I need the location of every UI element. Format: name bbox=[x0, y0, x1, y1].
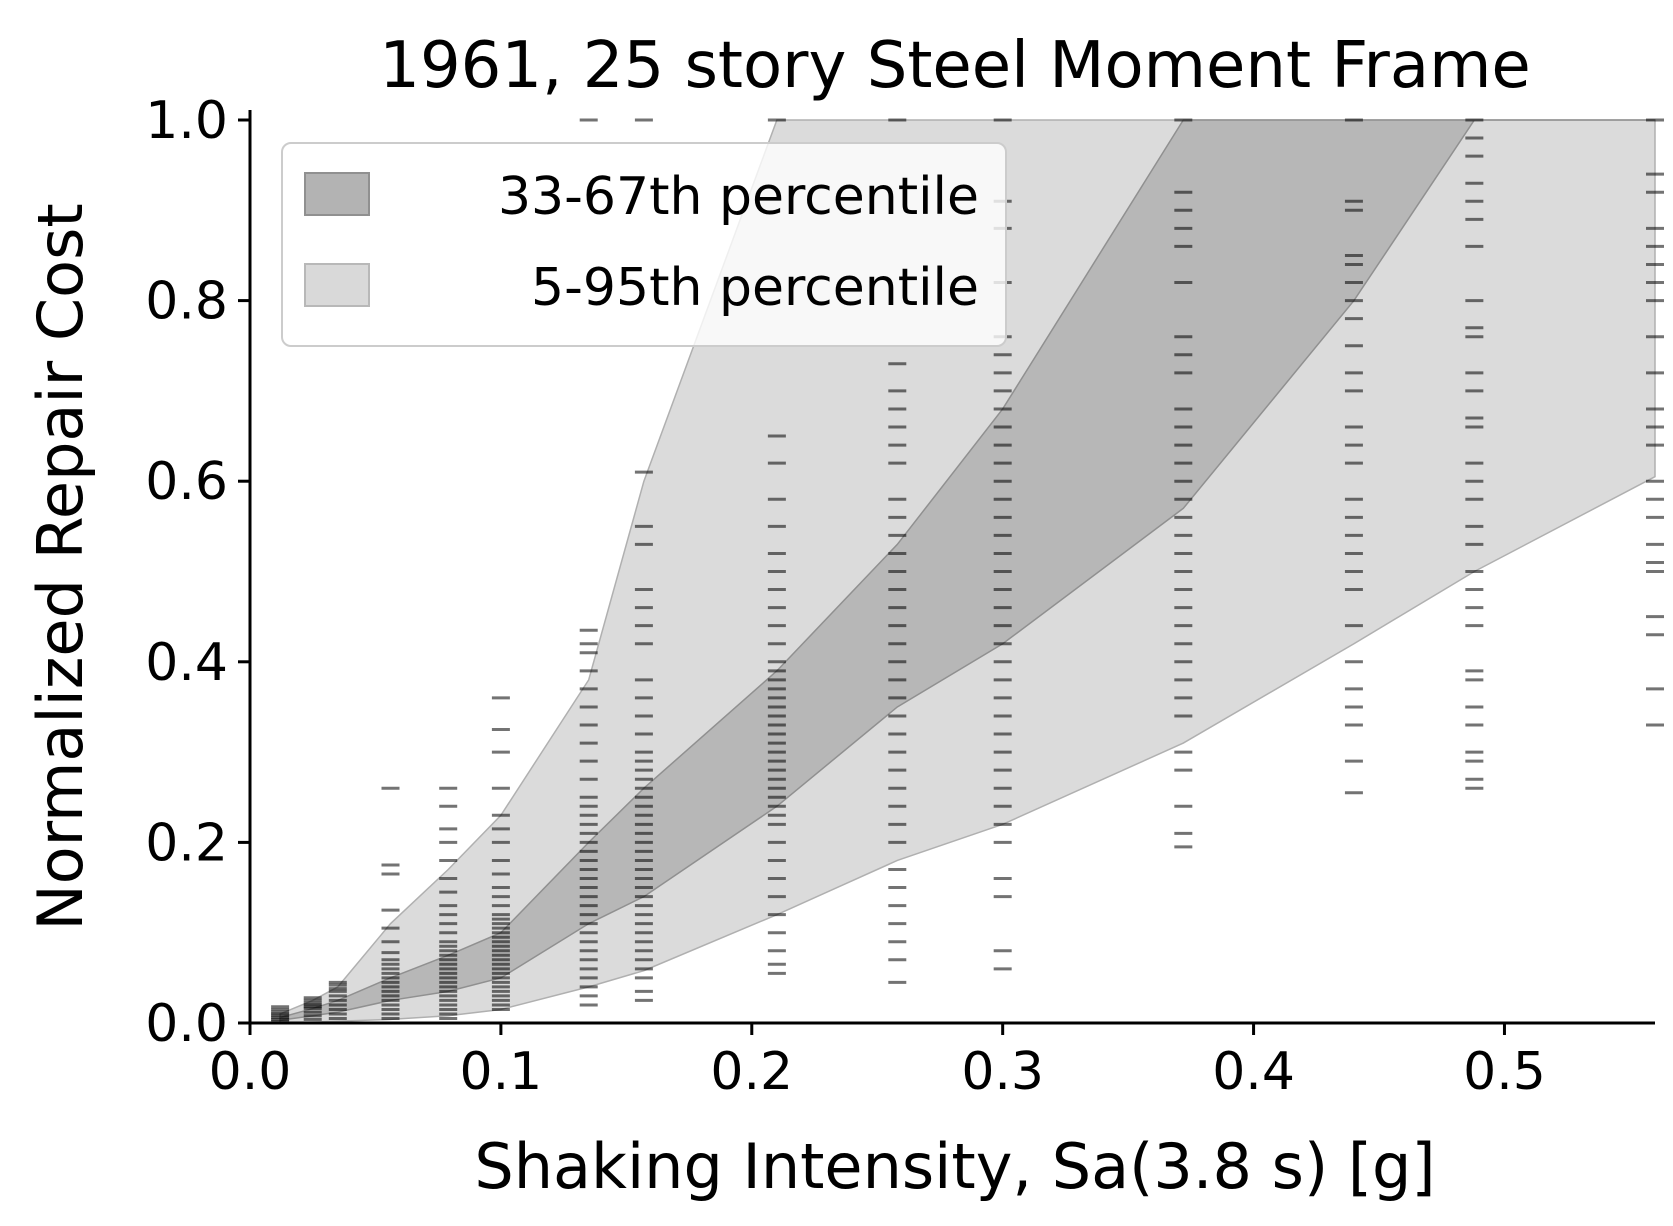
x-tick-label: 0.3 bbox=[961, 1042, 1044, 1102]
x-ticks: 0.0 0.1 0.2 0.3 0.4 0.5 bbox=[209, 1023, 1546, 1102]
sample-column bbox=[579, 118, 598, 1007]
sample-column bbox=[767, 118, 786, 975]
sample-marks bbox=[271, 118, 1664, 1025]
sample-column bbox=[303, 996, 322, 1021]
x-tick-label: 0.2 bbox=[710, 1042, 793, 1102]
x-tick-label: 0.4 bbox=[1212, 1042, 1295, 1102]
legend-swatch-33-67 bbox=[304, 172, 370, 216]
plot-area bbox=[271, 118, 1664, 1025]
sample-column bbox=[1465, 118, 1484, 790]
y-tick-label: 1.0 bbox=[145, 91, 228, 151]
y-tick-label: 0.4 bbox=[145, 633, 228, 693]
x-axis-label: Shaking Intensity, Sa(3.8 s) [g] bbox=[474, 1130, 1435, 1203]
y-tick-label: 0.2 bbox=[145, 813, 228, 873]
sample-column bbox=[1174, 118, 1193, 849]
y-tick-label: 0.6 bbox=[145, 452, 228, 512]
sample-column bbox=[271, 1005, 290, 1025]
legend-label-33-67: 33-67th percentile bbox=[498, 167, 979, 227]
sample-column bbox=[381, 786, 400, 1020]
x-tick-label: 0.0 bbox=[209, 1042, 292, 1102]
sample-column bbox=[1646, 118, 1664, 727]
axes: 0.0 0.1 0.2 0.3 0.4 0.5 0.0 0.2 0.4 0.6 0.8 1.0 bbox=[145, 91, 1655, 1102]
y-ticks: 0.0 0.2 0.4 0.6 0.8 1.0 bbox=[145, 91, 250, 1054]
x-tick-label: 0.5 bbox=[1463, 1042, 1546, 1102]
sample-column bbox=[888, 118, 907, 984]
y-axis-label: Normalized Repair Cost bbox=[24, 203, 97, 930]
legend-label-5-95: 5-95th percentile bbox=[531, 258, 979, 318]
sample-column bbox=[1344, 118, 1363, 795]
y-tick-label: 0.8 bbox=[145, 272, 228, 332]
legend: 33-67th percentile 5-95th percentile bbox=[281, 142, 1007, 347]
sample-column bbox=[491, 696, 510, 1011]
legend-swatch-5-95 bbox=[304, 263, 370, 307]
chart-title: 1961, 25 story Steel Moment Frame bbox=[379, 29, 1531, 103]
legend-box bbox=[281, 142, 1007, 347]
y-tick-label: 0.0 bbox=[145, 994, 228, 1054]
sample-column bbox=[439, 786, 458, 1020]
sample-column bbox=[328, 980, 347, 1020]
sample-column bbox=[634, 118, 653, 1002]
x-tick-label: 0.1 bbox=[460, 1042, 543, 1102]
